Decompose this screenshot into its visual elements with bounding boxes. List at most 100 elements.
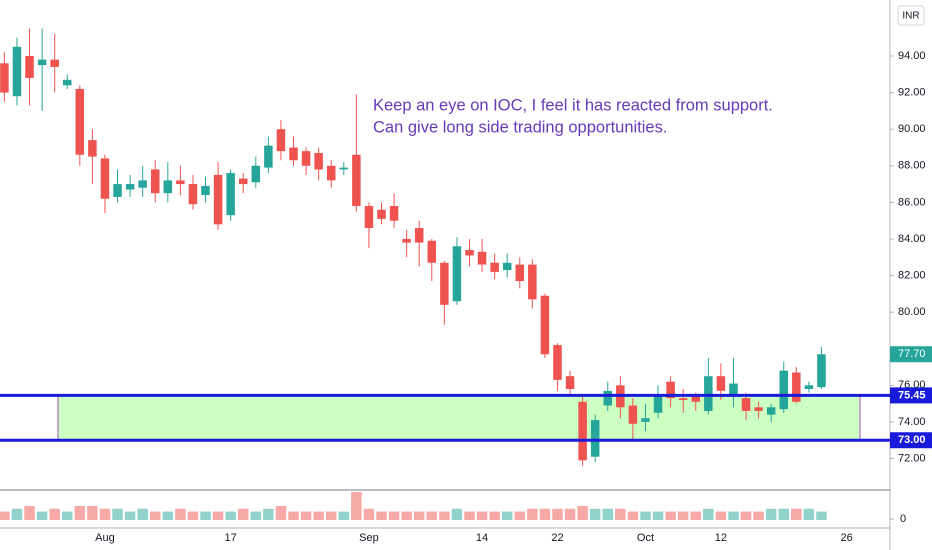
- candle-body: [729, 383, 738, 397]
- candle-body: [653, 394, 663, 413]
- volume-bar: [665, 511, 676, 520]
- candle-body: [138, 180, 147, 188]
- volume-bar: [627, 511, 639, 520]
- volume-bar: [677, 511, 689, 520]
- candle-body: [12, 46, 22, 97]
- volume-bar: [690, 511, 701, 520]
- candle-body: [578, 401, 587, 461]
- volume-bar: [803, 508, 815, 520]
- volume-bar: [363, 508, 375, 520]
- volume-bar: [162, 511, 174, 520]
- candle-body: [125, 184, 135, 190]
- candle-body: [427, 240, 437, 263]
- candle-body: [326, 165, 336, 181]
- candle-body: [276, 129, 286, 152]
- candle-body: [704, 376, 713, 411]
- volume-tick-label: 0: [900, 513, 906, 525]
- candle-body: [515, 264, 525, 282]
- volume-bar: [464, 511, 475, 520]
- level-badge: [890, 432, 932, 449]
- candle-body: [264, 145, 273, 168]
- volume-bar: [753, 511, 764, 520]
- volume-bar: [225, 511, 236, 520]
- volume-bar: [589, 508, 601, 520]
- volume-bar: [489, 511, 500, 520]
- candle-body: [150, 169, 160, 194]
- volume-bar: [351, 491, 362, 520]
- candle-body: [100, 158, 110, 199]
- volume-bar: [49, 508, 60, 520]
- candle-body: [741, 398, 751, 411]
- support-zone: [57, 395, 861, 441]
- volume-bar: [501, 511, 513, 520]
- candle-body: [754, 407, 763, 411]
- candle-body: [377, 209, 386, 219]
- y-tick-label: 72.00: [898, 452, 926, 464]
- candle-body: [792, 372, 801, 402]
- volume-bar: [112, 508, 123, 520]
- x-tick-label: Oct: [637, 532, 654, 544]
- candle-body: [201, 185, 210, 196]
- last-price-label: 77.70: [898, 348, 926, 360]
- last-price-badge: [890, 346, 932, 363]
- candle-body: [251, 165, 261, 183]
- volume-bar: [263, 508, 274, 520]
- y-tick-label: 84.00: [898, 233, 926, 245]
- volume-bar: [527, 508, 538, 520]
- annotation: Keep an eye on IOC, I feel it has reacte…: [373, 96, 773, 114]
- candle-body: [465, 249, 474, 256]
- candle-body: [88, 140, 97, 157]
- candle-body: [414, 227, 424, 243]
- volume-bar: [275, 505, 287, 520]
- volume-bar: [791, 508, 802, 520]
- x-tick-label: Sep: [359, 532, 379, 544]
- volume-bar: [615, 508, 626, 520]
- volume-bar: [401, 511, 412, 520]
- candle-body: [213, 174, 223, 225]
- volume-bar: [476, 511, 488, 520]
- candle-body: [540, 295, 550, 355]
- candle-body: [528, 264, 537, 300]
- candle-body: [364, 206, 374, 228]
- candle-body: [50, 59, 59, 67]
- volume-bar: [187, 511, 199, 520]
- volume-bar: [338, 511, 350, 520]
- volume-bar: [376, 511, 387, 520]
- level-label: 73.00: [898, 434, 926, 446]
- candle-body: [553, 345, 562, 380]
- candle-body: [565, 376, 575, 389]
- candle-body: [804, 385, 814, 389]
- y-tick-label: 74.00: [898, 416, 926, 428]
- volume-bar: [602, 508, 614, 520]
- volume-bar: [200, 511, 211, 520]
- candle-body: [678, 398, 688, 400]
- volume-bar: [552, 508, 563, 520]
- volume-bar: [426, 511, 438, 520]
- candle-body: [289, 147, 298, 161]
- volume-bar: [816, 511, 827, 520]
- candle-body: [339, 167, 349, 170]
- candle-body: [176, 180, 185, 185]
- volume-bar: [300, 511, 312, 520]
- y-tick-label: 94.00: [898, 50, 926, 62]
- volume-bar: [0, 511, 10, 520]
- volume-bar: [124, 511, 136, 520]
- candle-body: [477, 251, 487, 265]
- candle-body: [452, 246, 462, 302]
- volume-bar: [740, 511, 752, 520]
- volume-bar: [137, 508, 148, 520]
- candle-body: [37, 59, 47, 66]
- candle-body: [402, 238, 411, 243]
- candle-body: [389, 206, 399, 221]
- volume-bar: [703, 508, 714, 520]
- candle-body: [0, 63, 9, 93]
- candle-body: [666, 381, 675, 399]
- x-tick-label: 14: [476, 532, 488, 544]
- candle-body: [817, 354, 826, 388]
- candle-body: [628, 405, 638, 424]
- y-tick-label: 82.00: [898, 269, 926, 281]
- currency-badge[interactable]: [897, 5, 925, 26]
- volume-bar: [74, 505, 86, 520]
- volume-bar: [778, 508, 789, 520]
